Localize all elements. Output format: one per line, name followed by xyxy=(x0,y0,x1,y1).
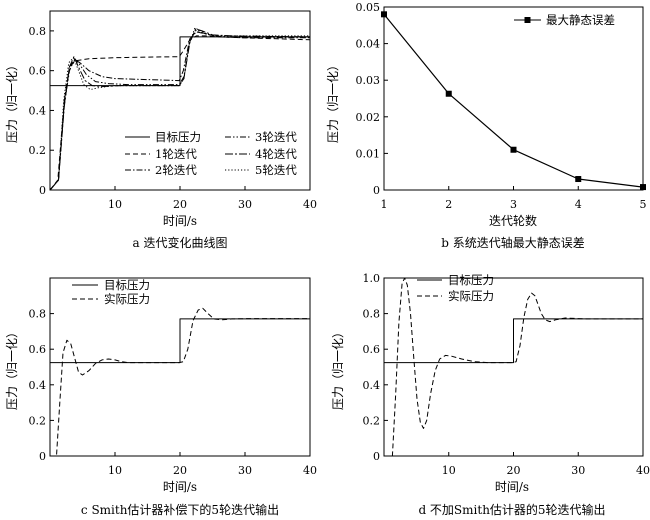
legend-label-iter-1: 1轮迭代 xyxy=(155,147,197,161)
x-tick-label: 1 xyxy=(381,198,388,211)
y-tick-label: 0.05 xyxy=(356,1,381,14)
series-line-b-0 xyxy=(383,13,644,188)
panel-a-plot-area: 10 20 30 40 0 0.2 0.4 0.6 0.8 xyxy=(29,10,317,211)
legend-marker-square xyxy=(524,17,531,23)
panel-a-legend: 目标压力 1轮迭代 2轮迭代 3轮迭代 4轮迭代 5轮迭代 xyxy=(125,130,297,177)
panel-a-xlabel: 时间/s xyxy=(163,214,197,228)
x-tick-label: 10 xyxy=(108,464,122,477)
legend-label-target-pressure: 目标压力 xyxy=(155,130,201,144)
y-tick-label: 0.4 xyxy=(29,379,47,392)
panel-b-max-static-error: 1 2 3 4 500.010.020.030.040.05 迭代轮数 压力（归一化） … xyxy=(326,1,647,250)
series-line-c-0 xyxy=(50,318,310,364)
data-point-marker xyxy=(445,90,452,97)
x-tick-label: 40 xyxy=(303,464,317,477)
panel-c-legend: 目标压力 实际压力 xyxy=(72,278,150,306)
panel-c-caption: c Smith估计器补偿下的5轮迭代输出 xyxy=(81,502,279,517)
panel-b-xlabel: 迭代轮数 xyxy=(489,213,537,228)
panel-d-legend: 目标压力 实际压力 xyxy=(417,273,494,303)
y-tick-label: 0.01 xyxy=(356,147,381,160)
legend-label-max-static-error: 最大静态误差 xyxy=(546,13,615,27)
y-tick-label: 0.02 xyxy=(356,111,381,124)
panel-b-plot-area: 1 2 3 4 5 0 0.01 0.02 0.03 0.04 0.05 xyxy=(356,1,647,211)
legend-label-actual-pressure: 实际压力 xyxy=(448,289,494,303)
y-tick-label: 0.04 xyxy=(356,38,381,51)
y-tick-label: 0.6 xyxy=(29,343,47,356)
y-tick-label: 0.8 xyxy=(29,25,47,38)
series-line-a-2 xyxy=(49,31,310,191)
y-tick-label: 0 xyxy=(373,450,380,463)
y-tick-label: 0 xyxy=(39,450,46,463)
panel-a-caption: a 迭代变化曲线图 xyxy=(133,235,228,250)
y-tick-label: 0.6 xyxy=(29,65,47,78)
x-tick-label: 4 xyxy=(575,198,582,211)
x-tick-label: 20 xyxy=(507,464,521,477)
y-tick-label: 0.03 xyxy=(356,74,381,87)
panel-a-iteration-curves: 10 20 30 40 0 0.2 0.4 0.6 0.8 时间/s 压力（归一化） a 迭代变… xyxy=(5,10,317,250)
panel-c-xlabel: 时间/s xyxy=(163,480,197,494)
panel-c-smith-compensated-output: 10 20 30 40 0 0.2 0.4 0.6 0.8 时间/s 压力（归一化） c Smi… xyxy=(5,277,317,517)
y-tick-label: 0.4 xyxy=(363,379,381,392)
legend-label-iter-5: 5轮迭代 xyxy=(255,163,297,177)
series-line-d-0 xyxy=(384,318,643,364)
panel-d-plot-area: 10 20 30 40 0 0.2 0.4 0.6 0.8 1.0 xyxy=(363,272,650,477)
y-tick-label: 0.6 xyxy=(363,343,381,356)
y-tick-label: 0.2 xyxy=(363,414,381,427)
data-point-marker xyxy=(510,146,517,153)
x-tick-label: 30 xyxy=(238,198,252,211)
legend-label-iter-2: 2轮迭代 xyxy=(155,163,197,177)
y-tick-label: 1.0 xyxy=(363,272,381,285)
series-line-d-1 xyxy=(384,277,643,457)
x-tick-label: 40 xyxy=(303,198,317,211)
panel-a-ylabel: 压力（归一化） xyxy=(5,59,19,143)
y-tick-label: 0.2 xyxy=(29,414,47,427)
y-tick-label: 0.8 xyxy=(29,308,47,321)
panel-c-plot-area: 10 20 30 40 0 0.2 0.4 0.6 0.8 xyxy=(29,277,317,477)
y-tick-label: 0.8 xyxy=(363,308,381,321)
x-tick-label: 3 xyxy=(510,198,517,211)
legend-label-actual-pressure: 实际压力 xyxy=(104,292,150,306)
x-tick-label: 10 xyxy=(442,464,456,477)
panel-d-no-smith-output: 10 20 30 40 0 0.2 0.4 0.6 0.8 1.0 时间/s 压力（归一化） d … xyxy=(331,272,650,517)
x-tick-label: 30 xyxy=(238,464,252,477)
panel-b-ylabel: 压力（归一化） xyxy=(326,59,340,143)
legend-label-iter-4: 4轮迭代 xyxy=(255,147,297,161)
series-line-c-1 xyxy=(50,307,310,457)
series-line-a-0 xyxy=(50,36,310,87)
data-point-marker xyxy=(575,176,582,183)
x-tick-label: 20 xyxy=(173,464,187,477)
panel-d-frame xyxy=(383,277,644,457)
panel-b-legend: 最大静态误差 xyxy=(514,13,615,27)
x-tick-label: 5 xyxy=(640,198,647,211)
data-point-marker xyxy=(640,184,646,191)
panel-b-frame xyxy=(383,6,644,191)
panel-d-caption: d 不加Smith估计器的5轮迭代输出 xyxy=(418,502,605,517)
y-tick-label: 0.2 xyxy=(29,144,47,157)
panel-c-ylabel: 压力（归一化） xyxy=(5,326,19,410)
y-tick-label: 0.4 xyxy=(29,104,47,117)
y-tick-label: 0 xyxy=(373,184,380,197)
panel-b-caption: b 系统迭代轴最大静态误差 xyxy=(441,235,585,250)
legend-label-target-pressure: 目标压力 xyxy=(104,278,150,292)
x-tick-label: 10 xyxy=(108,198,122,211)
x-tick-label: 30 xyxy=(571,464,585,477)
panel-c-frame xyxy=(49,277,311,457)
legend-label-target-pressure: 目标压力 xyxy=(448,273,494,287)
y-tick-label: 0 xyxy=(39,184,46,197)
panel-d-ylabel: 压力（归一化） xyxy=(331,326,345,410)
series-line-a-4 xyxy=(49,28,311,191)
legend-label-iter-3: 3轮迭代 xyxy=(255,130,297,144)
x-tick-label: 40 xyxy=(636,464,650,477)
data-point-marker xyxy=(381,11,387,18)
x-tick-label: 2 xyxy=(445,198,452,211)
panel-d-xlabel: 时间/s xyxy=(495,480,529,494)
x-tick-label: 20 xyxy=(173,198,187,211)
